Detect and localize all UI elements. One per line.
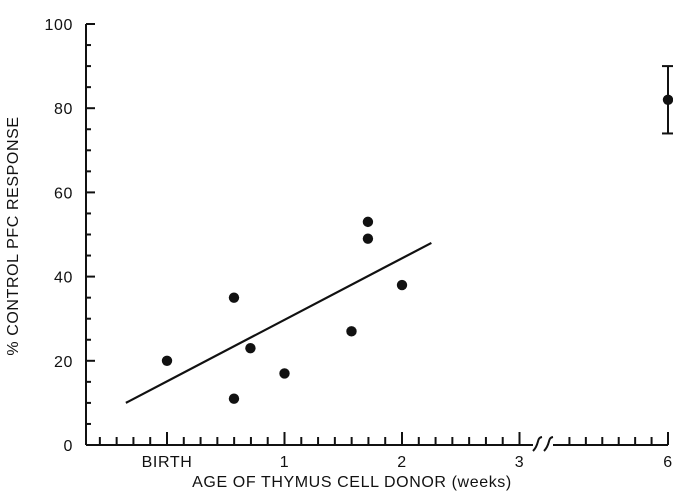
x-tick-label-2: 2	[397, 454, 407, 471]
y-tick-label-60: 60	[54, 185, 73, 202]
x-tick-label-1: 1	[280, 454, 290, 471]
regression-line	[125, 241, 432, 404]
data-marks	[125, 65, 673, 404]
data-point-5	[346, 326, 357, 337]
y-tick-label-40: 40	[54, 270, 73, 287]
x-tick-label-3: 3	[515, 454, 525, 471]
data-point-1	[228, 292, 240, 303]
tick-marks	[86, 23, 669, 446]
data-point-6	[362, 216, 374, 228]
x-axis-label: AGE OF THYMUS CELL DONOR (weeks)	[192, 474, 512, 491]
x-axis-break-mark-right	[543, 436, 554, 452]
y-axis-label: % CONTROL PFC RESPONSE	[5, 116, 22, 355]
data-point-9	[662, 94, 673, 105]
data-point-7	[362, 233, 374, 244]
axes	[85, 24, 668, 452]
y-tick-label-0: 0	[64, 438, 74, 455]
x-tick-label-0: BIRTH	[142, 454, 193, 471]
x-tick-label-4: 6	[663, 454, 673, 471]
y-tick-label-80: 80	[54, 101, 73, 118]
x-axis-break-mark-left	[532, 436, 543, 452]
tick-labels: 0 20 40 60 80 100 BIRTH 1 2 3 6	[45, 17, 673, 471]
data-point-8	[396, 279, 408, 291]
data-point-3	[245, 342, 256, 354]
data-point-2	[228, 393, 240, 404]
y-tick-label-20: 20	[54, 354, 73, 371]
data-point-0	[161, 355, 173, 366]
y-tick-label-100: 100	[45, 17, 74, 34]
data-point-4	[279, 368, 290, 379]
